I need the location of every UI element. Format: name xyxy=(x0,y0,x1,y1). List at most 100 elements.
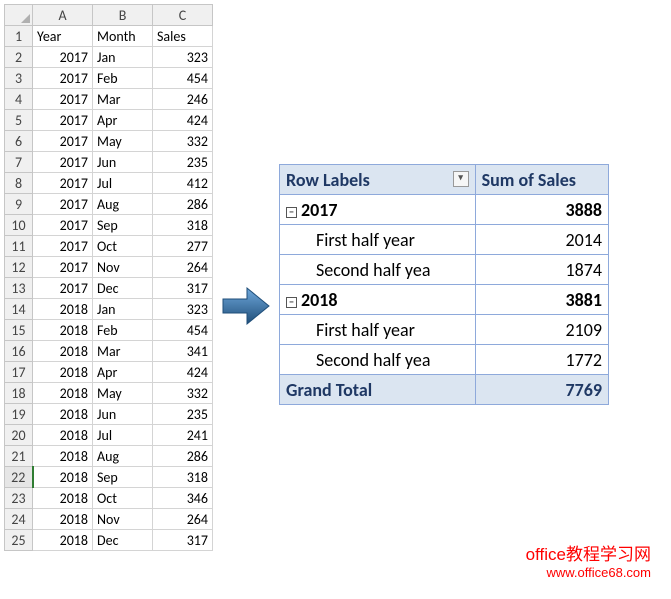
cell[interactable]: 246 xyxy=(153,89,213,110)
row-header[interactable]: 16 xyxy=(5,341,33,362)
cell[interactable]: Sep xyxy=(93,215,153,236)
cell[interactable]: Apr xyxy=(93,110,153,131)
col-header-B[interactable]: B xyxy=(93,5,153,26)
cell[interactable]: 2017 xyxy=(33,89,93,110)
cell[interactable]: 264 xyxy=(153,257,213,278)
cell[interactable]: 2018 xyxy=(33,404,93,425)
row-header[interactable]: 22 xyxy=(5,467,33,488)
cell[interactable]: 318 xyxy=(153,467,213,488)
cell[interactable]: 2018 xyxy=(33,341,93,362)
cell[interactable]: 2017 xyxy=(33,68,93,89)
cell[interactable]: 286 xyxy=(153,194,213,215)
cell[interactable]: 2018 xyxy=(33,299,93,320)
row-header[interactable]: 24 xyxy=(5,509,33,530)
cell[interactable]: Sep xyxy=(93,467,153,488)
cell[interactable]: Jul xyxy=(93,173,153,194)
cell[interactable]: Jan xyxy=(93,299,153,320)
cell[interactable]: Dec xyxy=(93,530,153,551)
cell[interactable]: 323 xyxy=(153,47,213,68)
cell[interactable]: Jul xyxy=(93,425,153,446)
cell[interactable]: 2017 xyxy=(33,278,93,299)
row-header[interactable]: 19 xyxy=(5,404,33,425)
cell[interactable]: Aug xyxy=(93,446,153,467)
row-header[interactable]: 10 xyxy=(5,215,33,236)
row-header[interactable]: 23 xyxy=(5,488,33,509)
cell[interactable]: 2017 xyxy=(33,110,93,131)
cell[interactable]: 2017 xyxy=(33,47,93,68)
collapse-icon[interactable]: − xyxy=(286,207,297,218)
row-header[interactable]: 25 xyxy=(5,530,33,551)
cell[interactable]: 317 xyxy=(153,278,213,299)
row-header[interactable]: 13 xyxy=(5,278,33,299)
row-header[interactable]: 4 xyxy=(5,89,33,110)
cell[interactable]: Aug xyxy=(93,194,153,215)
col-header-C[interactable]: C xyxy=(153,5,213,26)
cell[interactable]: 346 xyxy=(153,488,213,509)
cell[interactable]: Jan xyxy=(93,47,153,68)
cell[interactable]: 424 xyxy=(153,362,213,383)
cell[interactable]: Oct xyxy=(93,236,153,257)
cell[interactable]: 2018 xyxy=(33,320,93,341)
cell[interactable]: 341 xyxy=(153,341,213,362)
cell[interactable]: 277 xyxy=(153,236,213,257)
cell[interactable]: 454 xyxy=(153,320,213,341)
cell[interactable]: 2018 xyxy=(33,446,93,467)
cell[interactable]: 264 xyxy=(153,509,213,530)
row-header[interactable]: 9 xyxy=(5,194,33,215)
row-header[interactable]: 7 xyxy=(5,152,33,173)
pivot-year-label[interactable]: −2018 xyxy=(280,285,476,315)
cell[interactable]: 2018 xyxy=(33,467,93,488)
cell[interactable]: 2017 xyxy=(33,215,93,236)
row-header[interactable]: 20 xyxy=(5,425,33,446)
cell[interactable]: Mar xyxy=(93,341,153,362)
cell[interactable]: Mar xyxy=(93,89,153,110)
filter-dropdown-icon[interactable]: ▾ xyxy=(453,171,469,187)
row-header[interactable]: 18 xyxy=(5,383,33,404)
cell[interactable]: 323 xyxy=(153,299,213,320)
cell[interactable]: Jun xyxy=(93,152,153,173)
cell[interactable]: 454 xyxy=(153,68,213,89)
cell[interactable]: 318 xyxy=(153,215,213,236)
cell[interactable]: Jun xyxy=(93,404,153,425)
row-header[interactable]: 3 xyxy=(5,68,33,89)
cell[interactable]: 332 xyxy=(153,131,213,152)
cell[interactable]: 317 xyxy=(153,530,213,551)
cell[interactable]: Sales xyxy=(153,26,213,47)
pivot-header-rowlabels[interactable]: Row Labels ▾ xyxy=(280,165,476,195)
cell[interactable]: Feb xyxy=(93,68,153,89)
cell[interactable]: May xyxy=(93,383,153,404)
cell[interactable]: 2018 xyxy=(33,488,93,509)
cell[interactable]: 286 xyxy=(153,446,213,467)
cell[interactable]: Nov xyxy=(93,509,153,530)
cell[interactable]: 2018 xyxy=(33,425,93,446)
cell[interactable]: 235 xyxy=(153,404,213,425)
cell[interactable]: 2018 xyxy=(33,362,93,383)
cell[interactable]: Month xyxy=(93,26,153,47)
col-header-A[interactable]: A xyxy=(33,5,93,26)
cell[interactable]: Dec xyxy=(93,278,153,299)
cell[interactable]: Year xyxy=(33,26,93,47)
cell[interactable]: Nov xyxy=(93,257,153,278)
cell[interactable]: 2018 xyxy=(33,383,93,404)
cell[interactable]: 2017 xyxy=(33,257,93,278)
row-header[interactable]: 15 xyxy=(5,320,33,341)
cell[interactable]: 332 xyxy=(153,383,213,404)
select-all-corner[interactable] xyxy=(5,5,33,26)
cell[interactable]: 2018 xyxy=(33,530,93,551)
cell[interactable]: 2017 xyxy=(33,131,93,152)
cell[interactable]: Feb xyxy=(93,320,153,341)
row-header[interactable]: 17 xyxy=(5,362,33,383)
cell[interactable]: 424 xyxy=(153,110,213,131)
pivot-table[interactable]: Row Labels ▾ Sum of Sales −20173888First… xyxy=(279,164,609,405)
collapse-icon[interactable]: − xyxy=(286,297,297,308)
cell[interactable]: 241 xyxy=(153,425,213,446)
row-header[interactable]: 21 xyxy=(5,446,33,467)
cell[interactable]: 2017 xyxy=(33,152,93,173)
cell[interactable]: Apr xyxy=(93,362,153,383)
cell[interactable]: 2018 xyxy=(33,509,93,530)
cell[interactable]: 2017 xyxy=(33,173,93,194)
spreadsheet-grid[interactable]: A B C 1YearMonthSales22017Jan32332017Feb… xyxy=(4,4,213,551)
cell[interactable]: 2017 xyxy=(33,236,93,257)
row-header[interactable]: 11 xyxy=(5,236,33,257)
row-header[interactable]: 12 xyxy=(5,257,33,278)
